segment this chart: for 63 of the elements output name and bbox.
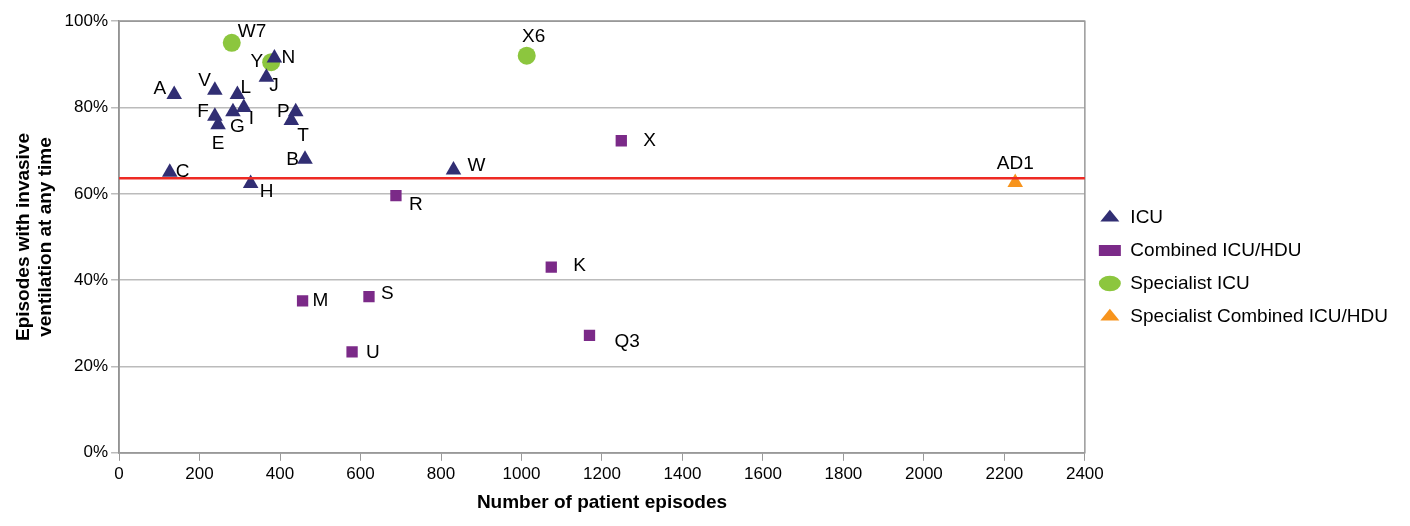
x-tick-label: 2200: [985, 463, 1024, 483]
x-tick-label: 2400: [1065, 463, 1104, 483]
legend-label: Specialist Combined ICU/HDU: [1130, 304, 1389, 326]
annotation: B: [286, 147, 299, 169]
x-tick-label: 1600: [744, 463, 782, 483]
x-tick-label: 2000: [904, 463, 943, 483]
annotation: J: [269, 73, 279, 95]
annotation: N: [281, 46, 296, 68]
legend-label: ICU: [1130, 205, 1164, 227]
x-tick-label: 800: [426, 463, 456, 483]
annotation: H: [259, 179, 274, 201]
annotation: U: [366, 341, 380, 363]
y-tick-label: 20%: [74, 356, 109, 376]
x-tick-label: 600: [346, 463, 375, 483]
point: [266, 48, 283, 63]
x-tick-label: 1800: [824, 463, 863, 483]
annotation: Q3: [614, 329, 640, 351]
y-tick-label: 60%: [74, 183, 109, 203]
annotation: AD1: [996, 151, 1034, 173]
point: [363, 290, 375, 303]
annotation: W7: [237, 20, 267, 42]
x-tick-label: 1400: [663, 463, 702, 483]
y-axis-title: Episodes with invasive ventilation at any time: [11, 132, 56, 342]
annotation: V: [198, 69, 212, 91]
x-tick-label: 1000: [502, 463, 541, 483]
annotation: L: [240, 75, 251, 97]
annotation: C: [175, 160, 190, 182]
y-tick-label: 100%: [64, 10, 109, 30]
y-tick-label: 40%: [74, 269, 109, 289]
annotation: A: [153, 76, 167, 98]
point: [390, 189, 402, 202]
annotation: W: [467, 154, 486, 176]
annotation: R: [408, 192, 423, 214]
point: [166, 85, 182, 100]
point: [445, 161, 462, 175]
annotation: F: [197, 100, 209, 122]
annotation: M: [312, 289, 329, 311]
annotation: S: [380, 281, 394, 303]
annotation: T: [297, 123, 310, 145]
annotation: I: [248, 106, 255, 128]
annotation: Y: [250, 50, 264, 72]
y-tick-label: 80%: [74, 97, 109, 117]
x-tick-label: 0: [114, 463, 124, 483]
annotation: K: [573, 254, 587, 276]
point: [545, 261, 557, 273]
annotation: G: [229, 115, 245, 137]
point: [296, 295, 309, 307]
x-tick-label: 400: [265, 463, 295, 483]
annotation: E: [211, 132, 225, 154]
y-tick-label: 0%: [83, 442, 109, 462]
annotation: X6: [522, 24, 546, 46]
point: [346, 346, 358, 358]
annotation: X: [643, 128, 657, 150]
x-axis-title: Number of patient episodes: [476, 490, 728, 512]
x-tick-label: 200: [185, 463, 214, 483]
x-tick-label: 1200: [583, 463, 621, 483]
legend-label: Specialist ICU: [1130, 271, 1250, 293]
point: [297, 150, 313, 164]
point: [236, 98, 252, 113]
legend-label: Combined ICU/HDU: [1130, 238, 1302, 260]
point: [583, 329, 596, 342]
point: [225, 102, 241, 117]
annotation: P: [277, 100, 290, 122]
